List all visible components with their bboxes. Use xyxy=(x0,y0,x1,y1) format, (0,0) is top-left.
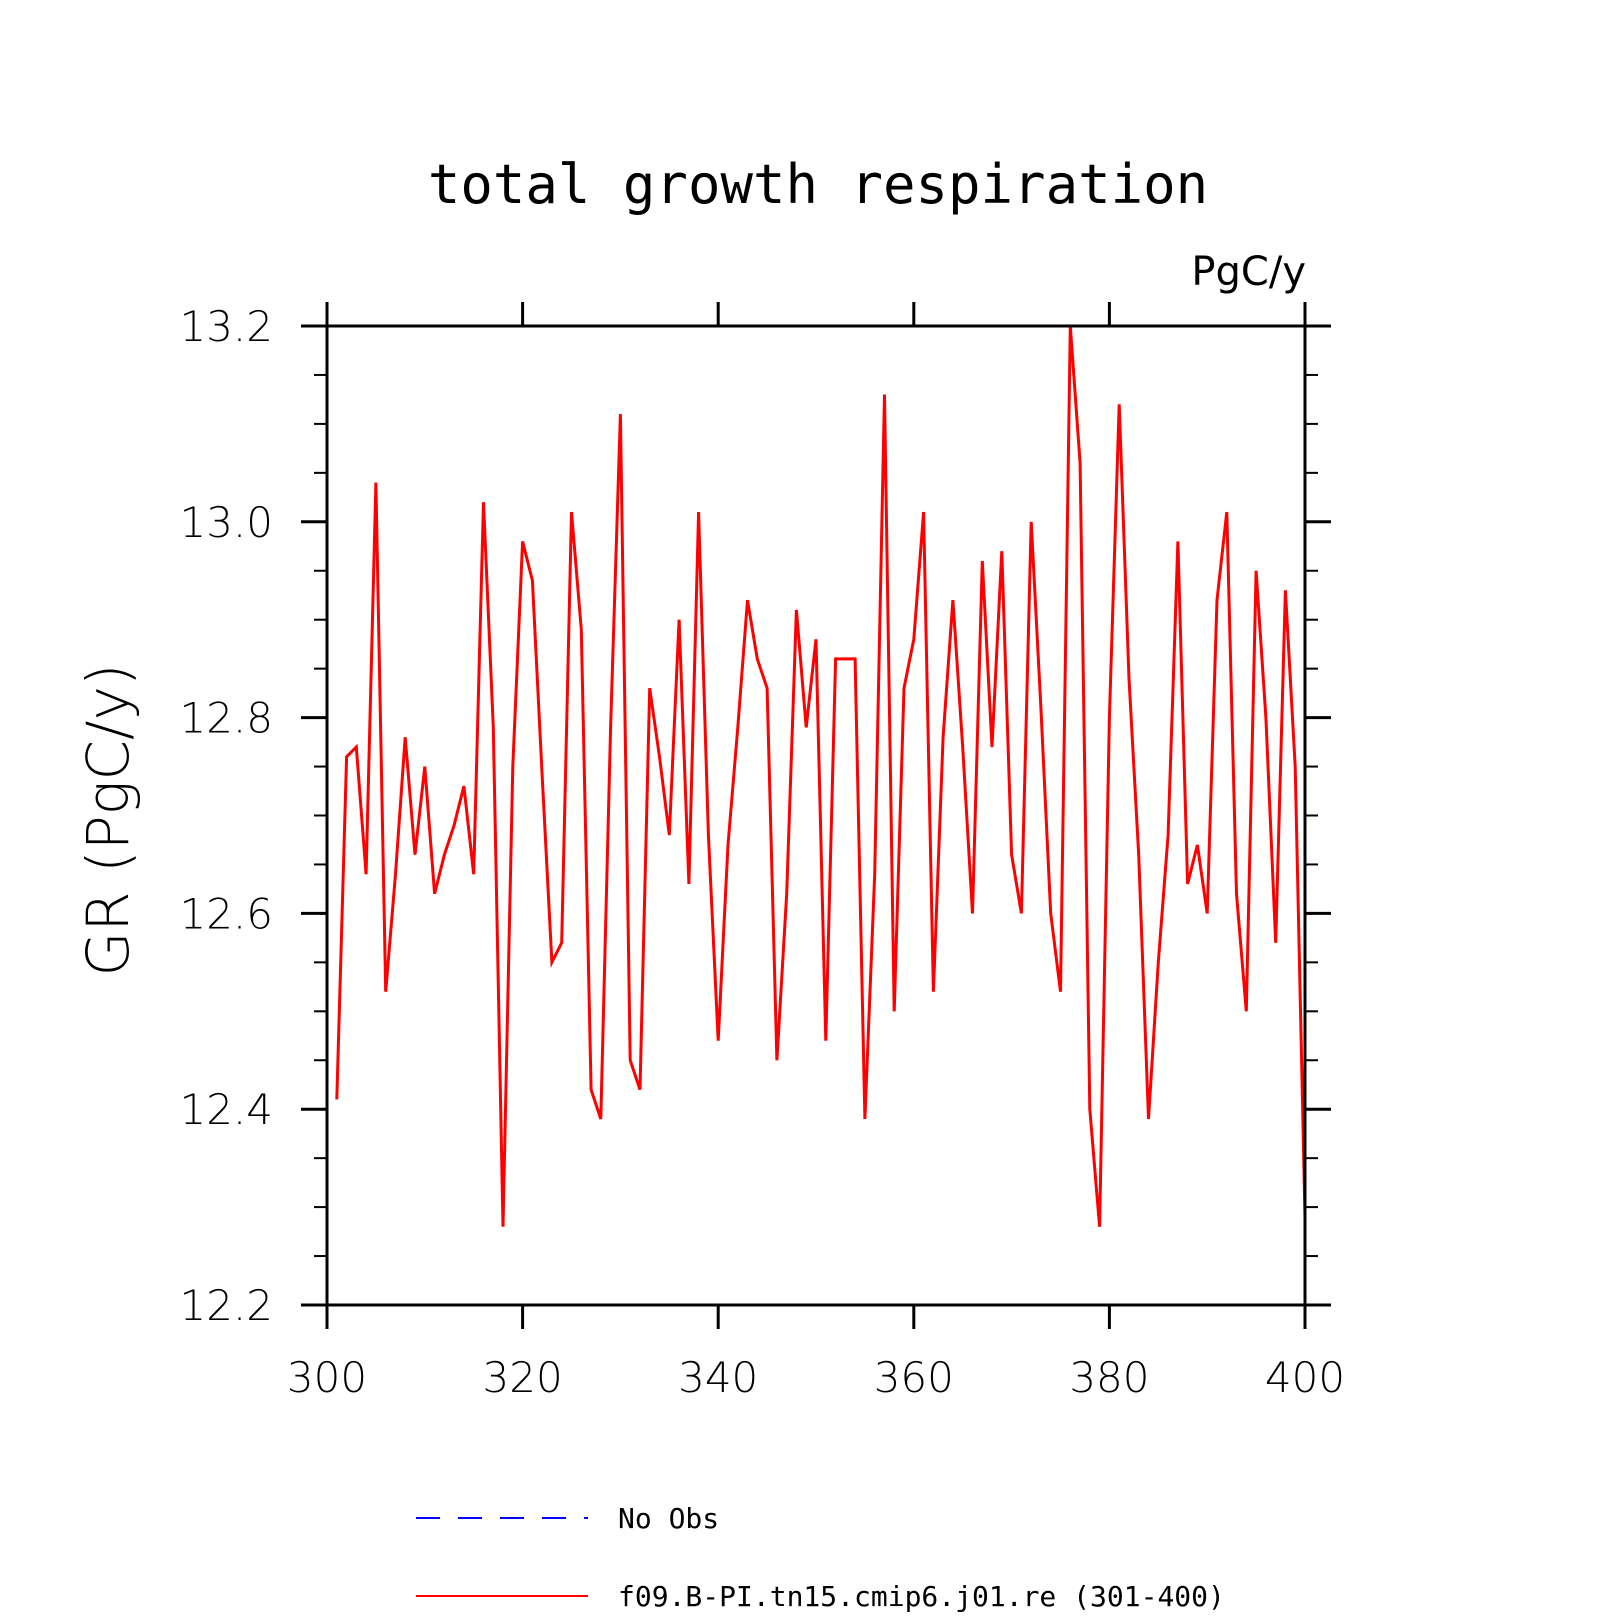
y-tick-label: 12.8 xyxy=(179,694,273,743)
x-tick-label: 380 xyxy=(1069,1353,1149,1402)
x-tick-label: 300 xyxy=(287,1353,367,1402)
units-label: PgC/y xyxy=(1191,249,1306,295)
y-axis-label: GR (PgC/y) xyxy=(74,663,142,976)
x-tick-label: 320 xyxy=(483,1353,563,1402)
legend: No Obs f09.B-PI.tn15.cmip6.j01.re (301-4… xyxy=(416,1502,1225,1613)
y-tick-label: 12.6 xyxy=(179,889,273,938)
y-tick-label: 13.0 xyxy=(179,498,273,547)
series-group xyxy=(335,325,1307,1227)
y-tick-label: 13.2 xyxy=(179,302,273,351)
x-tick-label: 360 xyxy=(874,1353,954,1402)
legend-label-model: f09.B-PI.tn15.cmip6.j01.re (301-400) xyxy=(618,1580,1225,1613)
legend-label-no-obs: No Obs xyxy=(618,1502,719,1535)
plot-frame xyxy=(325,324,1307,1307)
y-tick-label: 12.4 xyxy=(179,1085,273,1134)
series-line-0 xyxy=(335,325,1307,1227)
x-tick-label: 340 xyxy=(678,1353,758,1402)
axis-ticks xyxy=(301,302,1331,1329)
y-tick-label: 12.2 xyxy=(179,1281,273,1330)
tick-labels: 300 320 340 360 380 400 12.2 12.4 12.6 12.8 13.0 13… xyxy=(179,302,1345,1402)
x-tick-label: 400 xyxy=(1265,1353,1345,1402)
chart-title: total growth respiration xyxy=(428,153,1208,216)
